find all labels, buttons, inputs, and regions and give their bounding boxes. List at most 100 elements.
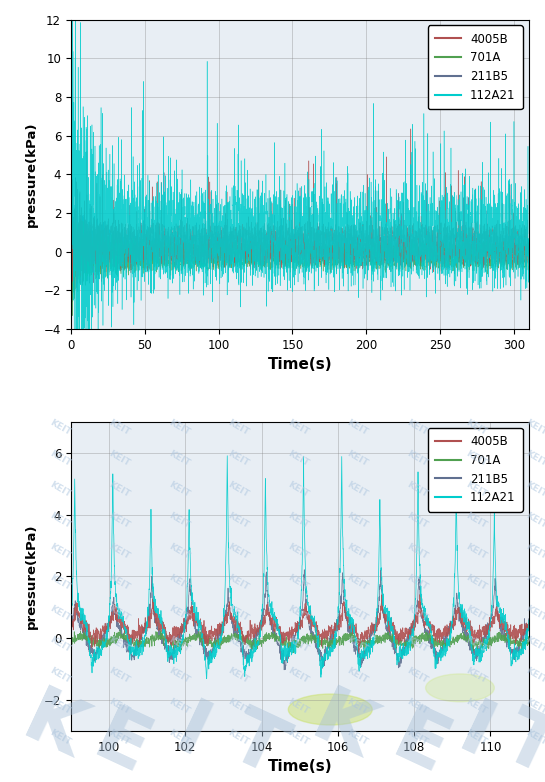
Text: K: K	[300, 683, 385, 774]
Text: KEIT: KEIT	[286, 604, 310, 623]
Ellipse shape	[288, 694, 372, 725]
Text: KEIT: KEIT	[346, 727, 370, 747]
Text: I: I	[447, 695, 504, 774]
Text: KEIT: KEIT	[464, 572, 489, 592]
Text: KEIT: KEIT	[524, 511, 545, 530]
Text: KEIT: KEIT	[107, 727, 132, 747]
Text: KEIT: KEIT	[405, 449, 429, 468]
Text: KEIT: KEIT	[107, 635, 132, 654]
Text: KEIT: KEIT	[107, 418, 132, 437]
Legend: 4005B, 701A, 211B5, 112A21: 4005B, 701A, 211B5, 112A21	[428, 26, 523, 109]
Legend: 4005B, 701A, 211B5, 112A21: 4005B, 701A, 211B5, 112A21	[428, 428, 523, 511]
Text: KEIT: KEIT	[346, 418, 370, 437]
Text: KEIT: KEIT	[405, 542, 429, 561]
Text: KEIT: KEIT	[227, 665, 251, 685]
Text: KEIT: KEIT	[524, 572, 545, 592]
Text: KEIT: KEIT	[346, 480, 370, 499]
Text: KEIT: KEIT	[464, 697, 489, 716]
Text: KEIT: KEIT	[107, 542, 132, 561]
Text: KEIT: KEIT	[227, 418, 251, 437]
Text: KEIT: KEIT	[524, 449, 545, 468]
Ellipse shape	[426, 674, 494, 701]
Text: KEIT: KEIT	[48, 480, 72, 499]
Text: KEIT: KEIT	[48, 665, 72, 685]
Text: KEIT: KEIT	[286, 697, 310, 716]
Text: KEIT: KEIT	[346, 665, 370, 685]
Text: KEIT: KEIT	[227, 572, 251, 592]
Text: KEIT: KEIT	[346, 572, 370, 592]
Text: KEIT: KEIT	[405, 511, 429, 530]
Text: KEIT: KEIT	[405, 727, 429, 747]
Text: KEIT: KEIT	[107, 449, 132, 468]
Text: KEIT: KEIT	[346, 542, 370, 561]
Text: KEIT: KEIT	[227, 542, 251, 561]
Text: K: K	[11, 683, 96, 774]
Text: KEIT: KEIT	[107, 604, 132, 623]
Text: KEIT: KEIT	[524, 635, 545, 654]
Text: I: I	[164, 695, 221, 774]
Text: KEIT: KEIT	[286, 418, 310, 437]
Text: KEIT: KEIT	[346, 697, 370, 716]
Text: KEIT: KEIT	[405, 665, 429, 685]
Text: KEIT: KEIT	[107, 480, 132, 499]
Text: KEIT: KEIT	[524, 604, 545, 623]
Text: KEIT: KEIT	[227, 727, 251, 747]
Text: KEIT: KEIT	[346, 511, 370, 530]
Text: KEIT: KEIT	[48, 635, 72, 654]
Text: KEIT: KEIT	[167, 449, 191, 468]
Text: KEIT: KEIT	[405, 572, 429, 592]
Text: KEIT: KEIT	[48, 604, 72, 623]
Text: KEIT: KEIT	[227, 449, 251, 468]
Text: KEIT: KEIT	[286, 480, 310, 499]
Text: KEIT: KEIT	[107, 511, 132, 530]
Text: KEIT: KEIT	[167, 511, 191, 530]
Text: KEIT: KEIT	[286, 572, 310, 592]
Text: KEIT: KEIT	[464, 604, 489, 623]
Text: KEIT: KEIT	[48, 418, 72, 437]
Text: KEIT: KEIT	[464, 449, 489, 468]
Text: KEIT: KEIT	[48, 449, 72, 468]
Text: KEIT: KEIT	[405, 418, 429, 437]
Text: KEIT: KEIT	[167, 665, 191, 685]
X-axis label: Time(s): Time(s)	[268, 759, 332, 774]
Text: KEIT: KEIT	[167, 697, 191, 716]
Text: E: E	[382, 701, 460, 782]
Text: KEIT: KEIT	[227, 511, 251, 530]
Text: KEIT: KEIT	[286, 665, 310, 685]
Text: T: T	[490, 701, 545, 782]
Text: KEIT: KEIT	[107, 572, 132, 592]
Text: KEIT: KEIT	[167, 572, 191, 592]
Text: KEIT: KEIT	[464, 418, 489, 437]
Text: KEIT: KEIT	[107, 697, 132, 716]
Text: KEIT: KEIT	[48, 542, 72, 561]
Text: KEIT: KEIT	[524, 665, 545, 685]
Text: KEIT: KEIT	[464, 727, 489, 747]
Text: KEIT: KEIT	[227, 480, 251, 499]
Text: KEIT: KEIT	[286, 511, 310, 530]
Text: E: E	[82, 701, 160, 782]
Text: KEIT: KEIT	[48, 697, 72, 716]
Text: KEIT: KEIT	[286, 542, 310, 561]
Text: KEIT: KEIT	[464, 511, 489, 530]
Text: KEIT: KEIT	[405, 635, 429, 654]
Text: KEIT: KEIT	[48, 727, 72, 747]
Text: KEIT: KEIT	[524, 727, 545, 747]
Text: KEIT: KEIT	[405, 480, 429, 499]
Text: KEIT: KEIT	[286, 449, 310, 468]
Text: KEIT: KEIT	[227, 635, 251, 654]
Text: KEIT: KEIT	[346, 604, 370, 623]
Text: KEIT: KEIT	[107, 665, 132, 685]
Text: KEIT: KEIT	[167, 418, 191, 437]
Text: KEIT: KEIT	[167, 635, 191, 654]
Text: KEIT: KEIT	[464, 665, 489, 685]
Text: KEIT: KEIT	[346, 449, 370, 468]
Text: KEIT: KEIT	[346, 635, 370, 654]
Text: KEIT: KEIT	[48, 572, 72, 592]
Text: KEIT: KEIT	[524, 480, 545, 499]
Text: KEIT: KEIT	[464, 542, 489, 561]
Text: KEIT: KEIT	[167, 542, 191, 561]
Text: KEIT: KEIT	[167, 727, 191, 747]
Text: KEIT: KEIT	[227, 697, 251, 716]
Text: KEIT: KEIT	[405, 697, 429, 716]
Text: KEIT: KEIT	[227, 604, 251, 623]
